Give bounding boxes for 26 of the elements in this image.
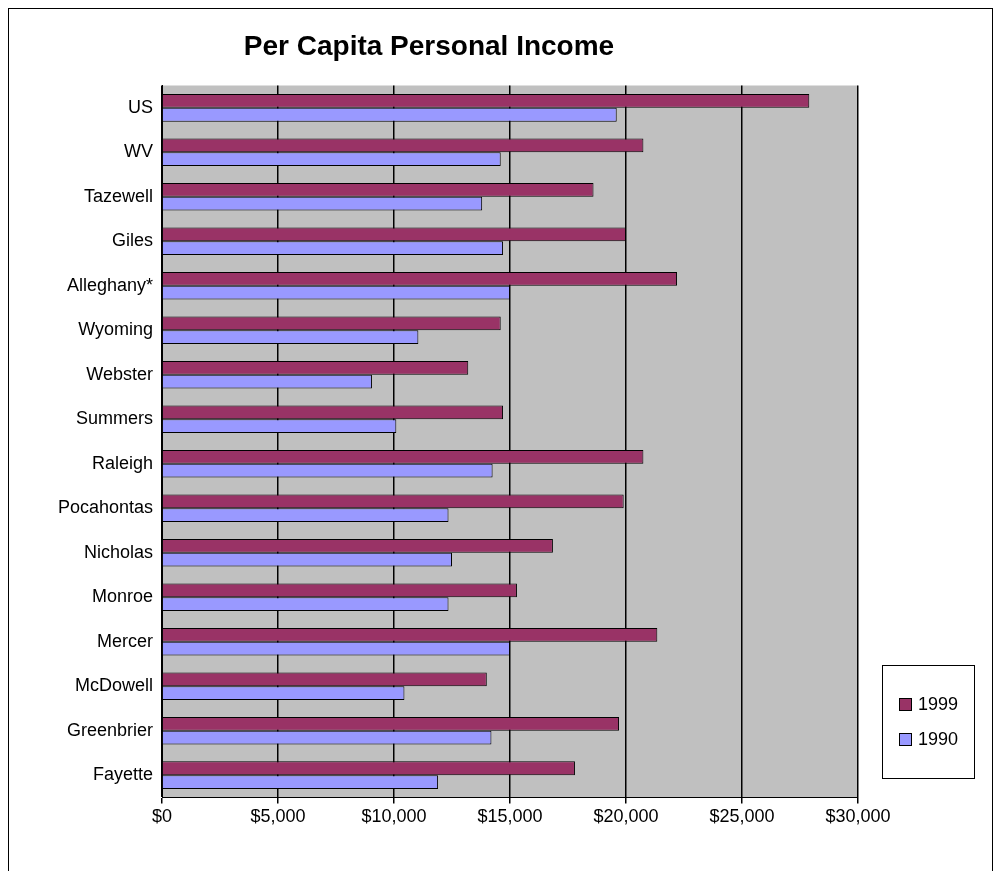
legend-label: 1990 [918, 729, 959, 751]
y-tick-label: WV [124, 141, 153, 162]
y-tick-label: Mercer [96, 630, 153, 651]
x-tick-label: $15,000 [477, 806, 543, 827]
y-tick-label: Fayette [92, 764, 153, 785]
x-tick-label: $0 [151, 806, 173, 827]
y-tick-label: Greenbrier [66, 719, 153, 740]
y-tick-label: US [127, 96, 153, 117]
x-tick-label: $10,000 [361, 806, 427, 827]
x-tick-label: $5,000 [250, 806, 306, 827]
x-tick-label: $30,000 [825, 806, 891, 827]
y-tick-label: Wyoming [78, 319, 153, 340]
y-tick-label: Giles [111, 230, 153, 251]
y-tick-label: Webster [86, 363, 153, 384]
x-tick-label: $20,000 [593, 806, 659, 827]
y-tick-label: Summers [75, 408, 153, 429]
y-tick-label: Alleghany* [66, 274, 153, 295]
y-tick-label: Nicholas [83, 541, 153, 562]
x-tick-label: $25,000 [709, 806, 775, 827]
y-tick-label: Tazewell [83, 185, 153, 206]
y-tick-label: McDowell [74, 675, 153, 696]
chart-title: Per Capita Personal Income [243, 29, 615, 61]
y-tick-label: Monroe [91, 586, 153, 607]
legend-label: 1999 [918, 694, 959, 716]
y-tick-label: Raleigh [91, 452, 153, 473]
y-tick-label: Pocahontas [57, 497, 153, 518]
